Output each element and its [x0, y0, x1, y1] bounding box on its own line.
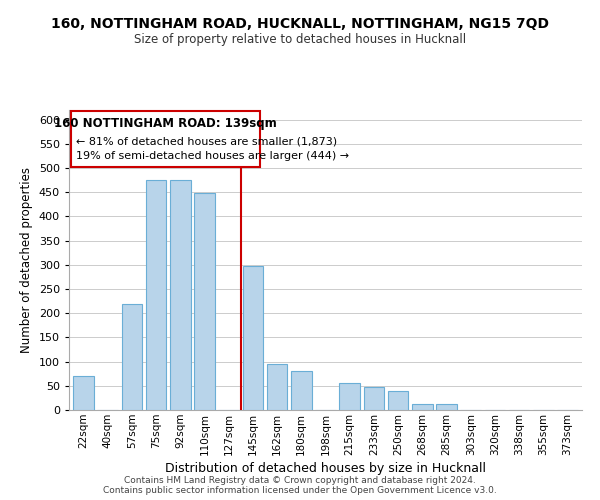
Y-axis label: Number of detached properties: Number of detached properties — [20, 167, 33, 353]
Bar — [340, 384, 360, 410]
Bar — [146, 180, 166, 410]
Bar — [436, 404, 457, 410]
Text: 160 NOTTINGHAM ROAD: 139sqm: 160 NOTTINGHAM ROAD: 139sqm — [55, 118, 277, 130]
Text: Contains public sector information licensed under the Open Government Licence v3: Contains public sector information licen… — [103, 486, 497, 495]
Bar — [122, 304, 142, 410]
Bar — [267, 364, 287, 410]
FancyBboxPatch shape — [71, 111, 260, 166]
Bar — [364, 388, 384, 410]
Text: 160, NOTTINGHAM ROAD, HUCKNALL, NOTTINGHAM, NG15 7QD: 160, NOTTINGHAM ROAD, HUCKNALL, NOTTINGH… — [51, 18, 549, 32]
Text: Contains HM Land Registry data © Crown copyright and database right 2024.: Contains HM Land Registry data © Crown c… — [124, 476, 476, 485]
Text: ← 81% of detached houses are smaller (1,873): ← 81% of detached houses are smaller (1,… — [76, 136, 337, 146]
Text: 19% of semi-detached houses are larger (444) →: 19% of semi-detached houses are larger (… — [76, 151, 349, 161]
X-axis label: Distribution of detached houses by size in Hucknall: Distribution of detached houses by size … — [165, 462, 486, 475]
Bar — [242, 266, 263, 410]
Bar — [170, 180, 191, 410]
Bar — [73, 376, 94, 410]
Bar — [291, 372, 311, 410]
Bar — [388, 390, 409, 410]
Bar — [412, 404, 433, 410]
Bar — [194, 193, 215, 410]
Text: Size of property relative to detached houses in Hucknall: Size of property relative to detached ho… — [134, 32, 466, 46]
